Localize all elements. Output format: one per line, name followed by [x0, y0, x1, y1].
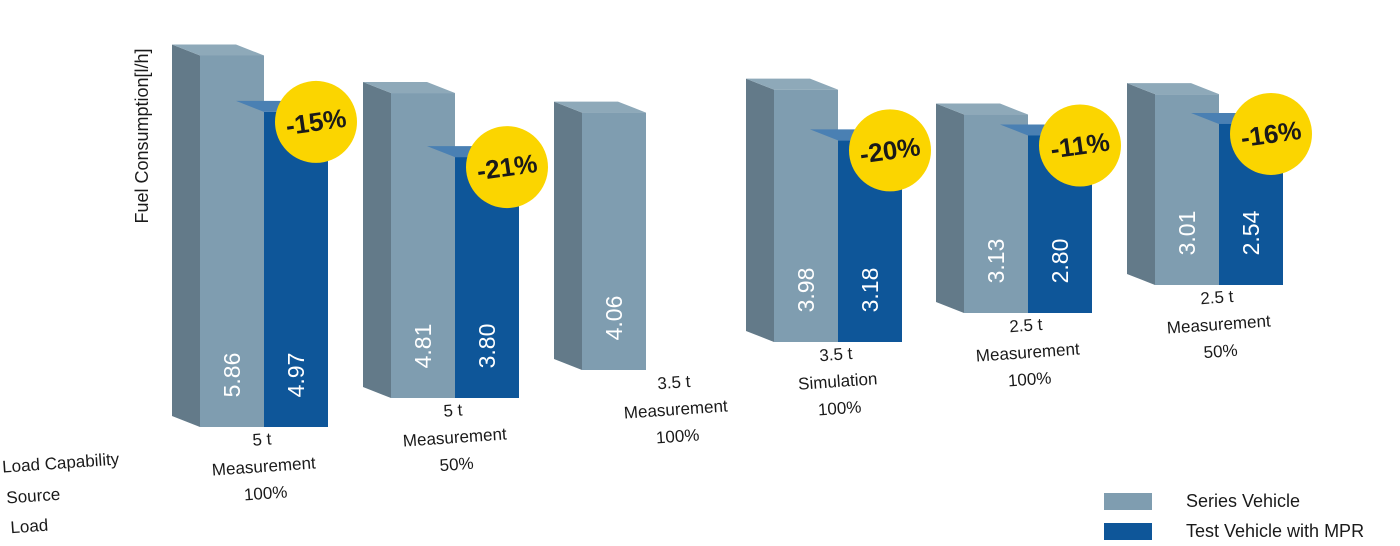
badges-layer: -15%-21% -20% -11% -16%: [275, 80, 1312, 209]
bar-series-vehicle-top: [172, 44, 264, 56]
reduction-badge: [1230, 92, 1312, 175]
bar-series-vehicle-side: [746, 78, 774, 342]
category-capability-label: 2.5 t: [1009, 315, 1044, 336]
value-label-test-vehicle: 3.18: [857, 268, 883, 313]
category-capability-label: 5 t: [443, 400, 463, 420]
category-label: 2.5 t Measurement 50%: [1166, 287, 1271, 362]
value-label-test-vehicle: 2.54: [1238, 210, 1264, 255]
category-label: 3.5 t Simulation 100%: [798, 344, 879, 420]
category-load-label: 100%: [817, 397, 862, 419]
row-label-load-capability: Load Capability: [2, 449, 121, 476]
category-load-label: 100%: [243, 482, 288, 504]
bar-series-vehicle: [391, 93, 455, 399]
legend-swatch-series-vehicle: [1104, 492, 1152, 510]
legend-label-test-vehicle: Test Vehicle with MPR: [1186, 520, 1365, 541]
value-label-series-vehicle: 3.13: [983, 239, 1009, 284]
legend-swatch-test-vehicle: [1104, 522, 1152, 540]
category-source-label: Measurement: [1166, 311, 1271, 337]
bar-series-vehicle: [582, 112, 646, 370]
value-label-series-vehicle: 3.01: [1174, 211, 1200, 256]
bar-series-vehicle-side: [554, 101, 582, 370]
category-capability-label: 3.5 t: [657, 372, 692, 393]
bars-layer: 5.86 4.97 4.81 3.80 4.06 3.98 3.18 3.13 2.80 3.01…: [172, 44, 1283, 427]
value-label-series-vehicle: 4.81: [410, 324, 436, 369]
row-labels: Load Capability Source Load: [2, 449, 121, 538]
bar-series-vehicle-top: [1127, 83, 1219, 95]
category-source-label: Measurement: [975, 339, 1080, 365]
row-label-source: Source: [6, 485, 61, 508]
reduction-badge: [849, 109, 931, 192]
value-label-series-vehicle: 3.98: [793, 268, 819, 313]
row-label-load: Load: [10, 516, 49, 538]
bar-series-vehicle-top: [746, 78, 838, 90]
legend-item-test-vehicle: Test Vehicle with MPR: [1104, 516, 1394, 546]
category-capability-label: 2.5 t: [1200, 287, 1235, 308]
category-load-label: 50%: [1203, 341, 1238, 362]
category-capability-label: 3.5 t: [819, 344, 854, 365]
reduction-badge: [466, 126, 548, 209]
category-load-label: 50%: [439, 454, 474, 475]
bar-series-vehicle-top: [363, 82, 455, 94]
legend-label-series-vehicle: Series Vehicle: [1186, 490, 1301, 511]
bar-series-vehicle-top: [554, 101, 646, 113]
y-axis-label: Fuel Consumption[l/h]: [132, 48, 152, 223]
value-label-test-vehicle: 4.97: [283, 353, 309, 398]
bar-series-vehicle-side: [363, 82, 391, 399]
value-label-series-vehicle: 5.86: [219, 353, 245, 398]
value-label-series-vehicle: 4.06: [601, 296, 627, 341]
category-source-label: Simulation: [798, 369, 879, 393]
category-capability-label: 5 t: [252, 429, 272, 449]
value-label-test-vehicle: 2.80: [1047, 239, 1073, 284]
bar-series-vehicle-side: [1127, 83, 1155, 285]
category-label: 5 t Measurement 100%: [211, 429, 316, 504]
reduction-badge: [1039, 104, 1121, 187]
bar-series-vehicle: [1155, 94, 1219, 285]
bar-series-vehicle-top: [936, 103, 1028, 115]
bar-series-vehicle-side: [172, 44, 200, 427]
category-load-label: 100%: [655, 425, 700, 447]
legend: Series Vehicle Test Vehicle with MPR: [1104, 486, 1394, 546]
bar-series-vehicle: [964, 114, 1028, 313]
category-load-label: 100%: [1007, 368, 1052, 390]
category-source-label: Measurement: [211, 453, 316, 479]
bar-series-vehicle: [200, 55, 264, 427]
bar-test-vehicle: [264, 111, 328, 427]
reduction-badge: [275, 80, 357, 163]
legend-item-series-vehicle: Series Vehicle: [1104, 486, 1394, 516]
category-source-label: Measurement: [402, 424, 507, 450]
bar-series-vehicle-side: [936, 103, 964, 313]
value-label-test-vehicle: 3.80: [474, 324, 500, 369]
category-label: 2.5 t Measurement 100%: [975, 315, 1080, 391]
category-label: 5 t Measurement 50%: [402, 400, 507, 475]
category-label: 3.5 t Measurement 100%: [623, 372, 728, 448]
category-source-label: Measurement: [623, 396, 728, 422]
